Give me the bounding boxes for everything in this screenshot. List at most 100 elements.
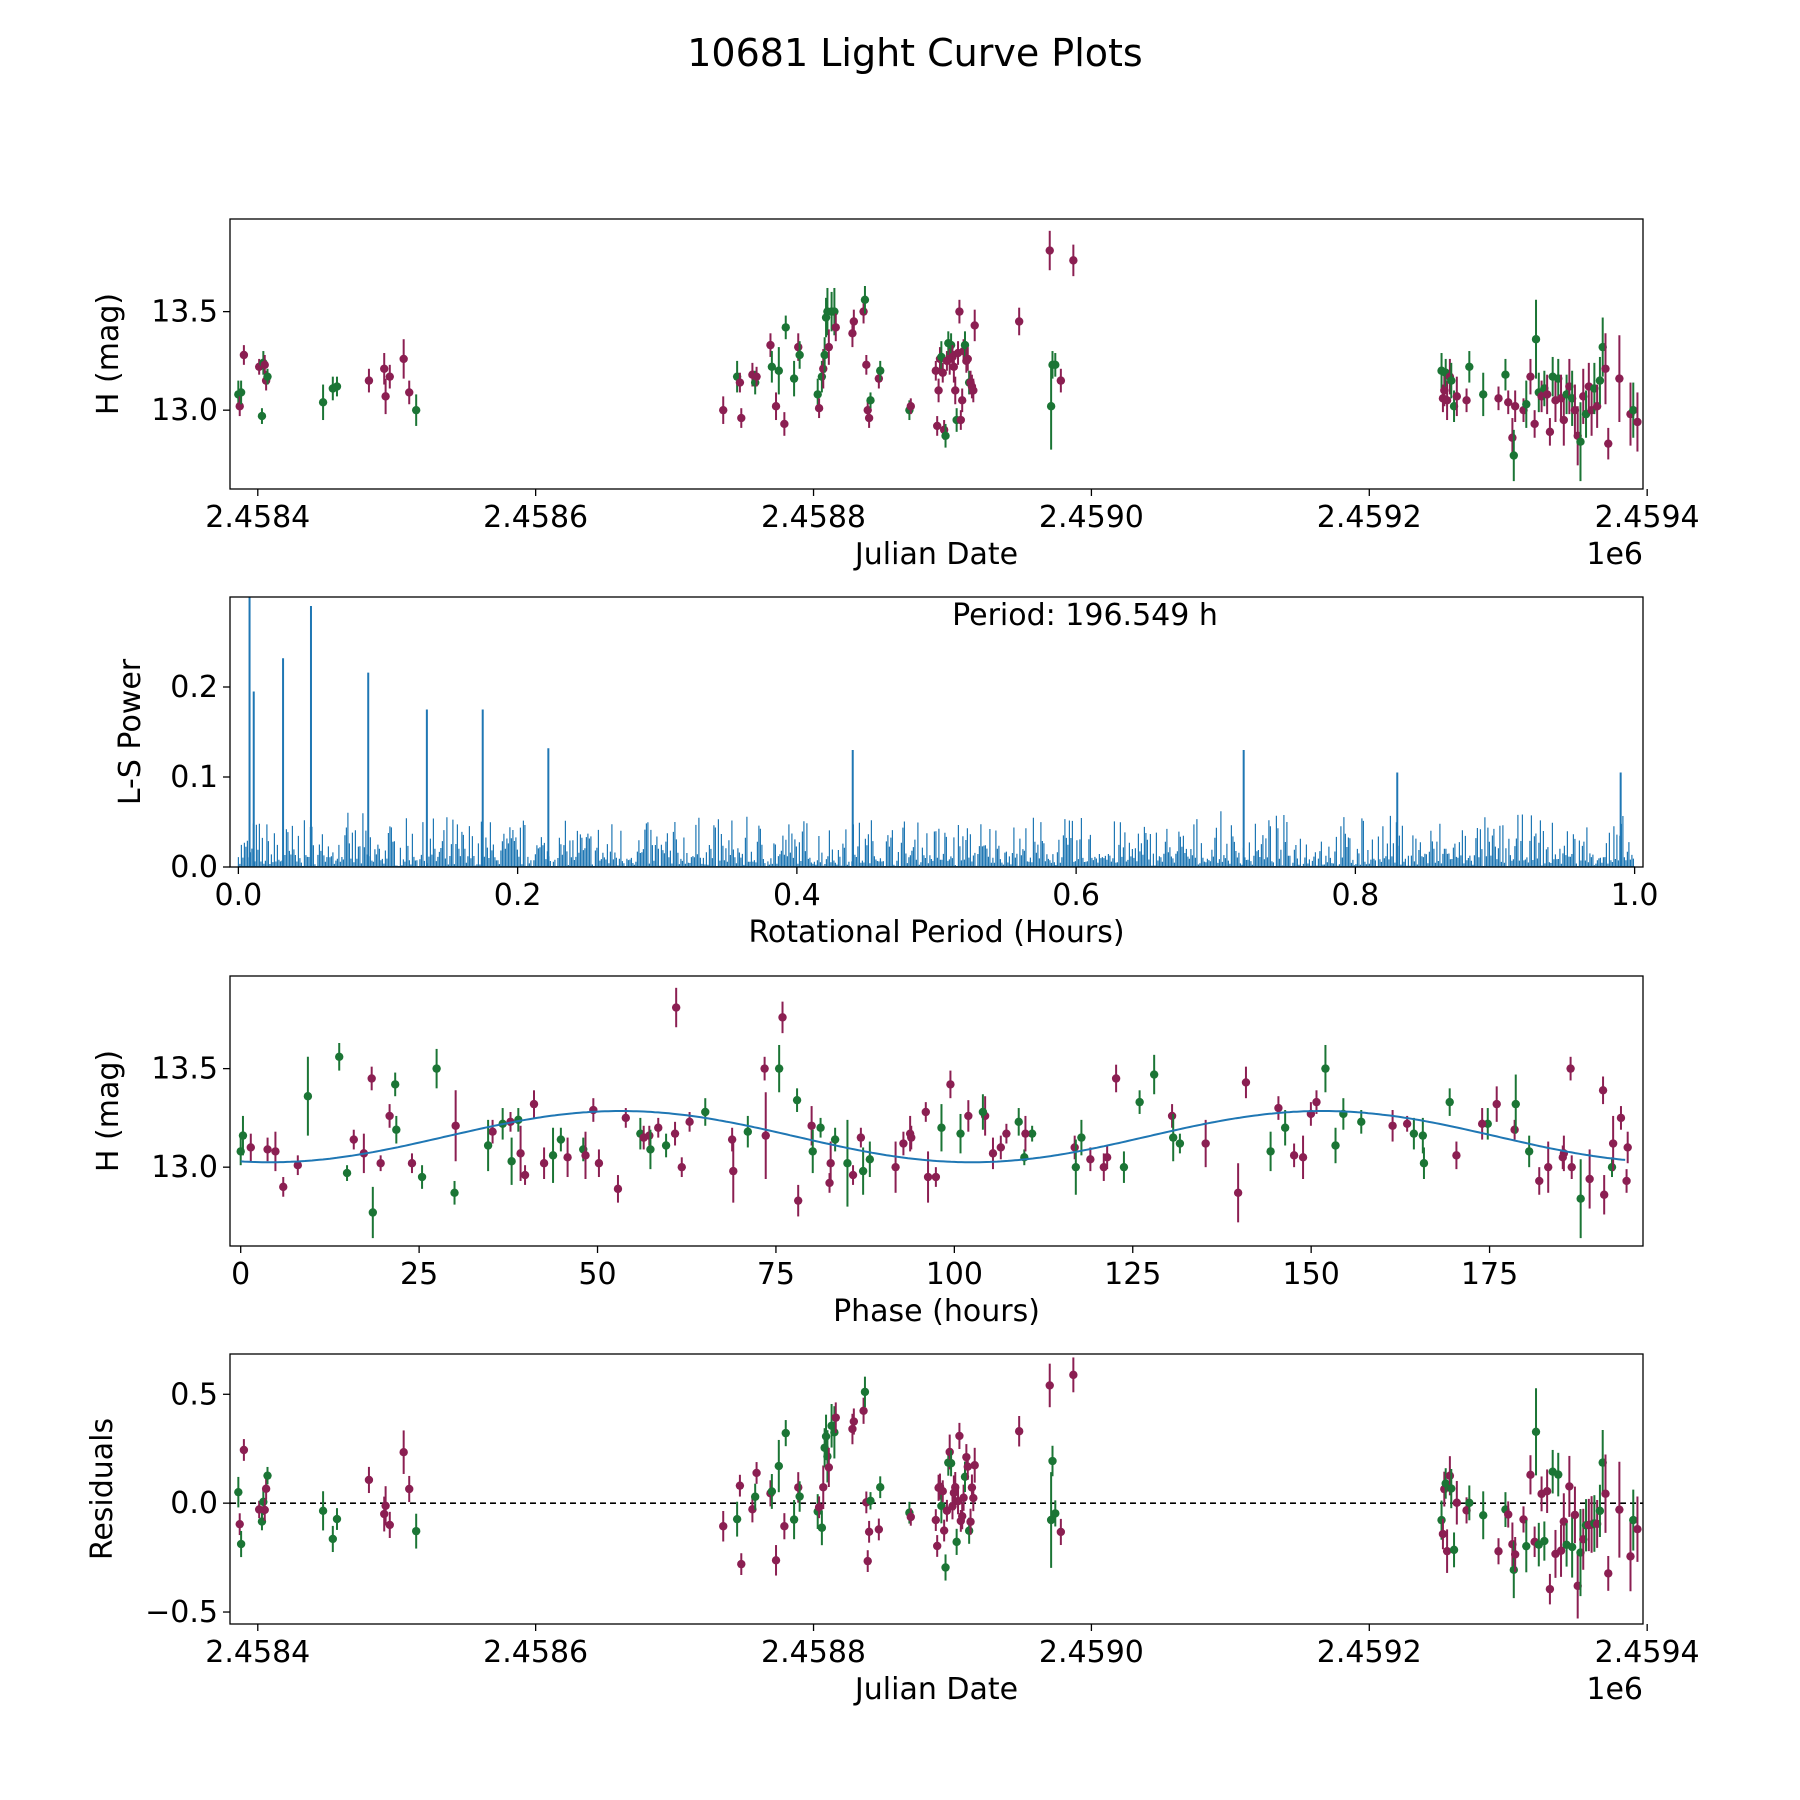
point-marker	[1452, 392, 1462, 401]
point-marker	[380, 1509, 389, 1519]
data-point	[1021, 1115, 1030, 1152]
x-axis-label: Julian Date	[853, 1672, 1018, 1707]
point-marker	[349, 1135, 358, 1144]
data-point	[743, 1115, 753, 1148]
x-tick-label: 175	[1461, 1257, 1518, 1292]
point-marker	[639, 1133, 648, 1142]
x-offset-label: 1e6	[1586, 537, 1643, 572]
point-marker	[432, 1064, 441, 1073]
data-point	[483, 1119, 493, 1172]
data-point	[1465, 351, 1474, 383]
data-point	[1530, 410, 1539, 438]
data-point	[1167, 1104, 1177, 1128]
point-marker	[257, 411, 267, 421]
data-point	[1601, 1454, 1610, 1533]
point-marker	[1576, 437, 1585, 446]
point-marker	[814, 1503, 824, 1512]
data-point	[1233, 1163, 1243, 1223]
data-point	[1608, 1115, 1618, 1172]
point-marker	[263, 372, 272, 381]
point-marker	[1542, 1487, 1552, 1496]
data-point	[1056, 368, 1066, 393]
point-marker	[1633, 417, 1642, 427]
point-marker	[1069, 1370, 1078, 1380]
x-tick-label: 50	[578, 1257, 616, 1292]
x-offset-label: 1e6	[1586, 1672, 1643, 1707]
data-point	[1027, 1125, 1037, 1142]
data-point	[235, 396, 244, 417]
data-point	[780, 1513, 789, 1540]
data-point	[1626, 1521, 1635, 1592]
data-point	[1020, 1149, 1029, 1166]
point-marker	[931, 1172, 941, 1182]
point-marker	[1526, 372, 1535, 381]
point-marker	[385, 1111, 394, 1121]
point-marker	[589, 1105, 598, 1115]
point-marker	[938, 368, 947, 377]
axes-frame	[229, 1353, 1644, 1625]
point-marker	[1086, 1155, 1095, 1164]
data-point	[1558, 1145, 1567, 1170]
point-marker	[959, 1493, 968, 1502]
data-point	[752, 366, 761, 387]
data-point	[1595, 356, 1605, 405]
point-marker	[1623, 1143, 1632, 1152]
point-marker	[780, 1522, 789, 1531]
data-point	[1002, 1123, 1011, 1144]
point-marker	[848, 1424, 857, 1434]
point-marker	[946, 1459, 956, 1468]
data-point	[390, 1072, 400, 1097]
data-point	[238, 1115, 248, 1156]
point-marker	[795, 350, 804, 360]
point-marker	[529, 1099, 539, 1109]
point-marker	[737, 413, 746, 423]
data-point	[236, 1530, 246, 1558]
point-marker	[941, 431, 950, 440]
point-marker	[385, 372, 394, 381]
data-point	[1452, 376, 1462, 417]
point-marker	[906, 402, 915, 411]
point-marker	[767, 362, 777, 372]
data-point	[646, 1129, 655, 1170]
point-marker	[937, 1501, 946, 1511]
point-marker	[821, 1432, 831, 1441]
data-point	[761, 1092, 770, 1179]
y-tick-label: 0.0	[170, 1486, 218, 1521]
point-marker	[819, 1483, 828, 1492]
point-marker	[1477, 1119, 1487, 1129]
data-point	[1051, 353, 1060, 377]
data-point	[1442, 1529, 1452, 1573]
point-marker	[236, 1539, 246, 1549]
point-marker	[238, 1131, 248, 1140]
point-marker	[1149, 1070, 1159, 1079]
phased-points	[236, 987, 1632, 1239]
data-point	[831, 1402, 840, 1433]
point-marker	[1201, 1139, 1210, 1148]
data-point	[1559, 394, 1569, 446]
point-marker	[1615, 1505, 1624, 1514]
point-marker	[661, 1141, 671, 1150]
data-point	[364, 368, 374, 393]
data-point	[1607, 1157, 1617, 1178]
point-marker	[860, 295, 870, 305]
point-marker	[719, 1522, 728, 1531]
point-marker	[1524, 1147, 1534, 1156]
point-marker	[279, 1182, 288, 1192]
data-point	[507, 1137, 516, 1185]
x-tick-label: 25	[400, 1257, 438, 1292]
point-marker	[816, 1123, 825, 1132]
data-point	[1601, 333, 1610, 405]
data-point	[1633, 392, 1642, 452]
point-marker	[1601, 364, 1610, 373]
data-point	[451, 1090, 460, 1162]
data-point	[732, 1501, 742, 1537]
point-marker	[407, 1159, 417, 1168]
data-point	[767, 351, 777, 383]
point-marker	[774, 1064, 784, 1073]
point-marker	[932, 1541, 942, 1551]
data-point	[1175, 1133, 1185, 1154]
data-point	[735, 372, 745, 393]
point-marker	[830, 1428, 839, 1437]
data-point	[335, 1043, 344, 1071]
